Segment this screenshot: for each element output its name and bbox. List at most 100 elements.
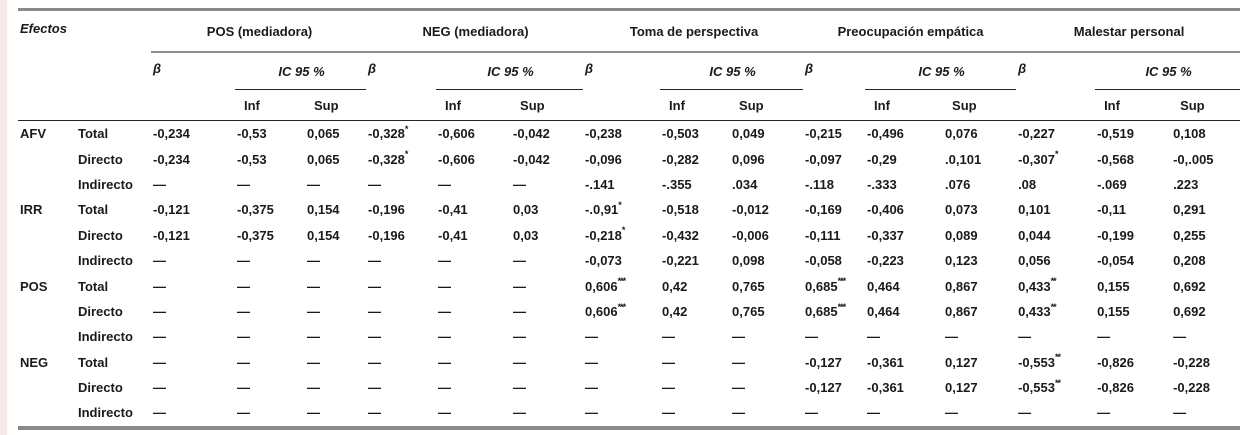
value-cell: 0,03: [513, 202, 539, 218]
value-cell: 0,433**: [1018, 301, 1057, 319]
significance-stars: *: [1054, 149, 1058, 160]
table-row: Indirecto — — — — — — — — — — — — — — —: [18, 324, 1240, 349]
value-cell: —: [438, 176, 452, 192]
value-cell: -.0,91*: [585, 200, 622, 218]
beta-header: β: [366, 52, 437, 121]
value-cell: -0,606: [438, 151, 475, 167]
value-cell: .08: [1018, 176, 1037, 192]
value-cell: -0,223: [867, 253, 904, 269]
ci-header: IC 95 %: [660, 52, 804, 90]
effect-cell: Total: [78, 126, 109, 142]
value-cell: -0,29: [867, 151, 897, 167]
value-cell: -.069: [1097, 176, 1127, 192]
value-cell: .0,101: [945, 151, 982, 167]
value-cell: —: [153, 303, 166, 319]
value-cell: 0,127: [945, 380, 978, 396]
value-cell: 0,073: [945, 202, 978, 218]
ci-header: IC 95 %: [865, 52, 1017, 90]
value-cell: —: [585, 380, 599, 396]
value-cell: 0,108: [1173, 126, 1206, 142]
value-cell: —: [438, 278, 452, 294]
value-cell: —: [438, 354, 452, 370]
factor-cell: [18, 172, 76, 197]
value-cell: —: [307, 303, 320, 319]
significance-stars: *: [618, 200, 621, 211]
significance-stars: **: [1054, 377, 1061, 388]
group-header: POS (mediadora): [151, 9, 367, 53]
value-cell: —: [1173, 405, 1187, 421]
value-cell: —: [307, 380, 320, 396]
value-cell: -0,096: [585, 151, 622, 167]
effect-cell: Total: [78, 278, 109, 294]
value-cell: 0,606***: [585, 301, 626, 319]
effect-cell: Indirecto: [78, 405, 133, 421]
value-cell: 0,154: [307, 227, 340, 243]
value-cell: -0,111: [805, 227, 841, 243]
value-cell: —: [662, 329, 676, 345]
value-cell: -0,41: [438, 227, 468, 243]
ci-header-label: IC 95 %: [278, 63, 325, 79]
value-cell: —: [513, 405, 527, 421]
beta-header: β: [1016, 52, 1096, 121]
value-cell: —: [237, 176, 250, 192]
value-cell: —: [513, 354, 527, 370]
value-cell: 0,049: [732, 126, 765, 142]
value-cell: -0,.005: [1173, 151, 1214, 167]
value-cell: 0,03: [513, 227, 539, 243]
value-cell: 0,208: [1173, 253, 1206, 269]
value-cell: 0,065: [307, 151, 340, 167]
value-cell: —: [307, 176, 320, 192]
group-header: NEG (mediadora): [366, 9, 584, 53]
value-cell: -0,196: [368, 227, 405, 243]
beta-header: β: [151, 52, 235, 121]
value-cell: —: [153, 176, 166, 192]
value-cell: —: [368, 278, 382, 294]
value-cell: —: [1097, 405, 1111, 421]
significance-stars: *: [404, 123, 408, 134]
value-cell: 0,098: [732, 253, 765, 269]
value-cell: —: [153, 405, 166, 421]
value-cell: —: [585, 354, 599, 370]
value-cell: —: [1018, 405, 1032, 421]
value-cell: -0,227: [1018, 126, 1055, 142]
value-cell: -0,127: [805, 354, 842, 370]
factor-cell: [18, 248, 76, 273]
value-cell: 0,291: [1173, 202, 1206, 218]
value-cell: -.355: [662, 176, 692, 192]
value-cell: -0,199: [1097, 227, 1134, 243]
ci-header-label: IC 95 %: [709, 63, 756, 79]
value-cell: 0,123: [945, 253, 978, 269]
value-cell: —: [805, 405, 819, 421]
table-row: NEG Total — — — — — — — — — -0,127 -0,361 0,127 -0,553…: [18, 350, 1240, 375]
factor-cell: [18, 223, 76, 248]
value-cell: 0,685***: [805, 276, 846, 294]
value-cell: —: [513, 176, 527, 192]
value-cell: -0,568: [1097, 151, 1134, 167]
value-cell: -0,234: [153, 151, 190, 167]
value-cell: —: [662, 380, 676, 396]
effect-cell: Directo: [78, 151, 123, 167]
value-cell: -0,826: [1097, 380, 1134, 396]
value-cell: —: [307, 354, 320, 370]
value-cell: —: [513, 329, 527, 345]
value-cell: -0,012: [732, 202, 769, 218]
value-cell: —: [732, 405, 746, 421]
value-cell: —: [585, 405, 599, 421]
value-cell: —: [153, 354, 166, 370]
value-cell: —: [307, 329, 320, 345]
value-cell: -0,553**: [1018, 377, 1061, 396]
factor-cell: [18, 400, 76, 427]
sup-header: Sup: [511, 89, 584, 121]
value-cell: 0,155: [1097, 303, 1130, 319]
value-cell: —: [1173, 329, 1187, 345]
value-cell: -0,518: [662, 202, 699, 218]
header-stat-row: β IC 95 % β IC 95 % β IC 95 % β IC 95 % β IC 95 %: [18, 52, 1241, 121]
value-cell: -0,328*: [368, 123, 408, 142]
factor-cell: NEG: [20, 354, 49, 370]
value-cell: -0,215: [805, 126, 842, 142]
value-cell: -0,196: [368, 202, 405, 218]
inf-header: Inf: [436, 89, 512, 121]
effect-cell: Total: [78, 202, 109, 218]
effect-cell: Indirecto: [78, 176, 133, 192]
value-cell: 0,692: [1173, 278, 1206, 294]
